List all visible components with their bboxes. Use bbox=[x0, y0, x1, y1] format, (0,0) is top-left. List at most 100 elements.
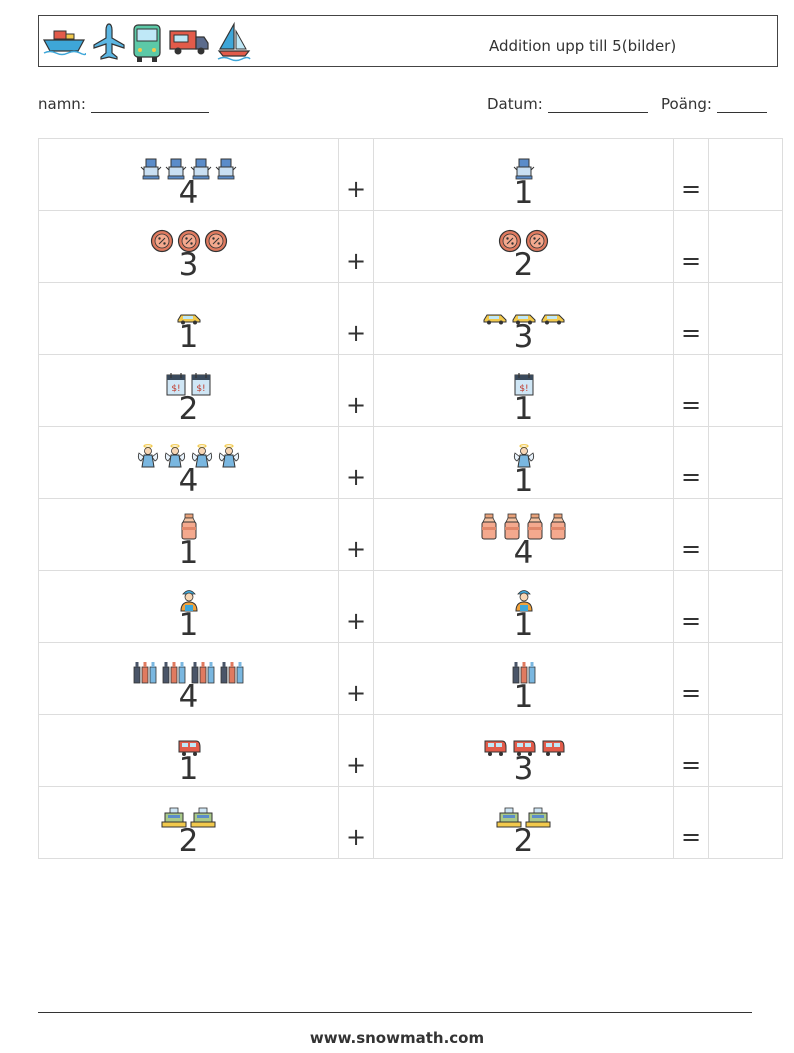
cash-register-icon bbox=[525, 807, 551, 829]
angel-icon bbox=[217, 443, 241, 469]
left-operand-cell: 1 bbox=[38, 498, 339, 571]
page-title: Addition upp till 5(bilder) bbox=[489, 37, 677, 55]
left-operand-cell: 1 bbox=[38, 714, 339, 787]
left-operand-value: 1 bbox=[178, 535, 199, 571]
left-picture-group bbox=[39, 799, 338, 829]
name-line[interactable] bbox=[90, 98, 209, 113]
taxi-icon bbox=[511, 311, 537, 325]
right-operand-value: 3 bbox=[513, 319, 534, 355]
calendar-icon: $! bbox=[165, 371, 187, 397]
answer-cell[interactable] bbox=[708, 714, 783, 787]
left-picture-group bbox=[39, 223, 338, 253]
angel-icon bbox=[136, 443, 160, 469]
taxi-icon bbox=[482, 311, 508, 325]
robot-icon bbox=[165, 157, 187, 181]
bus-icon bbox=[133, 24, 161, 62]
right-operand-cell: 2 bbox=[373, 210, 674, 283]
milk-can-icon bbox=[502, 513, 522, 541]
bottles-icon bbox=[161, 659, 187, 685]
plus-cell: + bbox=[338, 138, 374, 211]
exercise-row: 1 +1 = bbox=[38, 570, 783, 643]
right-operand-value: 1 bbox=[513, 175, 534, 211]
answer-cell[interactable] bbox=[708, 354, 783, 427]
right-operand-cell: 3 bbox=[373, 282, 674, 355]
answer-cell[interactable] bbox=[708, 426, 783, 499]
equals-cell: = bbox=[673, 714, 709, 787]
milk-can-icon bbox=[548, 513, 568, 541]
exercise-table: 4 +1 = 3 +2 = 1 +3 = $! $! 2 + $! 1 = 4 +1 = 1 +4 = 1 +1 = 4 +1 = 1 +… bbox=[38, 138, 783, 859]
equals-sign: = bbox=[680, 823, 702, 851]
answer-cell[interactable] bbox=[708, 642, 783, 715]
answer-cell[interactable] bbox=[708, 138, 783, 211]
equals-cell: = bbox=[673, 570, 709, 643]
sale-badge-icon bbox=[150, 229, 174, 253]
left-operand-cell: 1 bbox=[38, 570, 339, 643]
equals-sign: = bbox=[680, 679, 702, 707]
name-field: namn: bbox=[38, 95, 209, 113]
plus-cell: + bbox=[338, 714, 374, 787]
answer-cell[interactable] bbox=[708, 786, 783, 859]
svg-text:$!: $! bbox=[196, 384, 205, 394]
right-operand-cell: 2 bbox=[373, 786, 674, 859]
right-operand-cell: 3 bbox=[373, 714, 674, 787]
answer-cell[interactable] bbox=[708, 498, 783, 571]
answer-cell[interactable] bbox=[708, 210, 783, 283]
right-picture-group bbox=[374, 151, 673, 181]
milk-can-icon bbox=[179, 513, 199, 541]
right-picture-group bbox=[374, 655, 673, 685]
equals-cell: = bbox=[673, 138, 709, 211]
equals-cell: = bbox=[673, 498, 709, 571]
left-operand-value: 1 bbox=[178, 607, 199, 643]
left-operand-value: 4 bbox=[178, 679, 199, 715]
left-picture-group bbox=[39, 511, 338, 541]
bottles-icon bbox=[132, 659, 158, 685]
exercise-row: 4 +1 = bbox=[38, 642, 783, 715]
left-operand-value: 3 bbox=[178, 247, 199, 283]
answer-cell[interactable] bbox=[708, 282, 783, 355]
right-operand-cell: 1 bbox=[373, 642, 674, 715]
svg-text:$!: $! bbox=[519, 384, 528, 394]
footer-url: www.snowmath.com bbox=[309, 1029, 485, 1047]
plus-cell: + bbox=[338, 426, 374, 499]
exercise-row: 3 +2 = bbox=[38, 210, 783, 283]
cash-register-icon bbox=[161, 807, 187, 829]
left-picture-group bbox=[39, 295, 338, 325]
tram-icon bbox=[540, 737, 566, 757]
right-picture-group bbox=[374, 727, 673, 757]
tram-icon bbox=[482, 737, 508, 757]
right-operand-value: 1 bbox=[513, 607, 534, 643]
equals-cell: = bbox=[673, 210, 709, 283]
plus-cell: + bbox=[338, 498, 374, 571]
plus-cell: + bbox=[338, 786, 374, 859]
sale-badge-icon bbox=[177, 229, 201, 253]
robot-icon bbox=[215, 157, 237, 181]
date-line[interactable] bbox=[547, 98, 648, 113]
taxi-icon bbox=[540, 311, 566, 325]
left-operand-cell: 3 bbox=[38, 210, 339, 283]
angel-icon bbox=[512, 443, 536, 469]
left-operand-cell: 4 bbox=[38, 138, 339, 211]
bottles-icon bbox=[219, 659, 245, 685]
right-operand-value: 3 bbox=[513, 751, 534, 787]
left-picture-group: $! $! bbox=[39, 367, 338, 397]
answer-cell[interactable] bbox=[708, 570, 783, 643]
left-operand-value: 4 bbox=[178, 463, 199, 499]
date-field: Datum: bbox=[487, 95, 648, 113]
ship-icon bbox=[42, 30, 86, 56]
plus-sign: + bbox=[345, 247, 367, 275]
right-operand-value: 1 bbox=[513, 463, 534, 499]
header-icons bbox=[42, 20, 252, 64]
equals-cell: = bbox=[673, 786, 709, 859]
robot-icon bbox=[190, 157, 212, 181]
exercise-row: 4 +1 = bbox=[38, 138, 783, 211]
calendar-icon: $! bbox=[513, 371, 535, 397]
right-operand-cell: 4 bbox=[373, 498, 674, 571]
equals-sign: = bbox=[680, 463, 702, 491]
equals-sign: = bbox=[680, 535, 702, 563]
tram-icon bbox=[511, 737, 537, 757]
left-operand-cell: 4 bbox=[38, 426, 339, 499]
left-operand-cell: 4 bbox=[38, 642, 339, 715]
left-operand-value: 2 bbox=[178, 823, 199, 859]
equals-cell: = bbox=[673, 642, 709, 715]
score-line[interactable] bbox=[716, 98, 767, 113]
